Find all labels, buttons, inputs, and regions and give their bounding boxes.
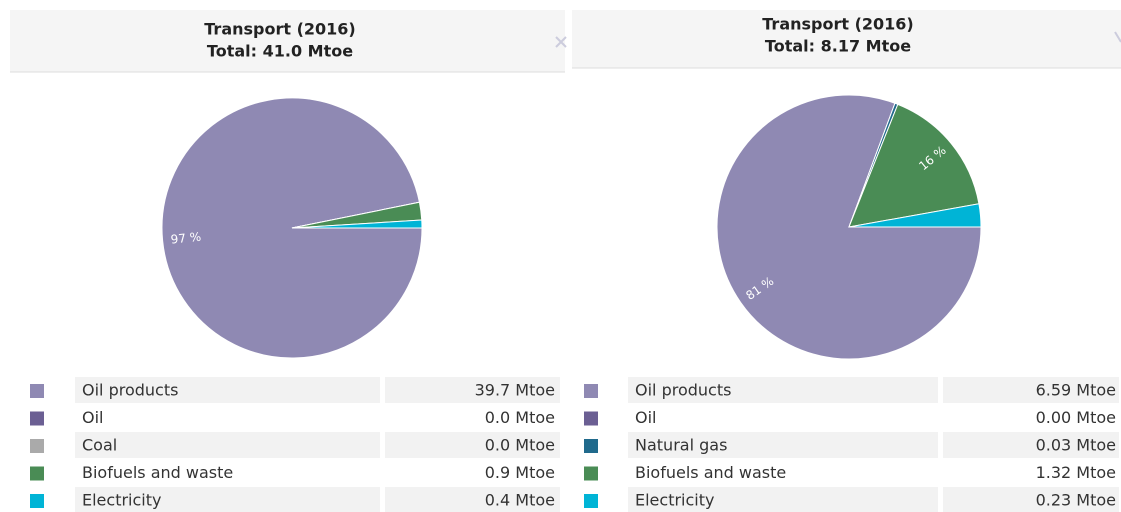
close-icon[interactable]	[555, 36, 567, 48]
legend-swatch	[584, 411, 598, 426]
pie-slice	[291, 219, 423, 229]
legend-value: 0.4 Mtoe	[485, 491, 555, 510]
pie-slice	[848, 203, 982, 228]
legend-value: 0.03 Mtoe	[1036, 436, 1116, 455]
legend-cell-bg	[385, 377, 560, 403]
close-icon[interactable]	[1114, 31, 1121, 43]
legend-value: 1.32 Mtoe	[1036, 463, 1116, 482]
legend-cell-bg	[628, 487, 938, 512]
legend-cell-bg	[943, 487, 1119, 512]
legend-label: Electricity	[82, 491, 161, 510]
legend-cell-bg	[385, 487, 560, 512]
legend-cell-bg	[628, 432, 938, 458]
chart-title: Transport (2016)	[762, 15, 913, 34]
legend-value: 0.23 Mtoe	[1036, 491, 1116, 510]
legend-value: 6.59 Mtoe	[1036, 381, 1116, 400]
pie-label: 97 %	[170, 230, 202, 247]
legend-value: 0.0 Mtoe	[485, 408, 555, 427]
legend-cell-bg	[628, 377, 938, 403]
legend-cell-bg	[943, 377, 1119, 403]
legend-value: 0.00 Mtoe	[1036, 408, 1116, 427]
legend-label: Oil products	[635, 381, 731, 400]
chart-title: Transport (2016)	[204, 20, 355, 39]
legend-swatch	[30, 384, 44, 398]
legend-label: Oil	[635, 408, 656, 427]
pie-slice	[716, 94, 982, 360]
legend-cell-bg	[385, 432, 560, 458]
legend-swatch	[584, 494, 598, 508]
legend-label: Biofuels and waste	[82, 463, 233, 482]
chart-subtitle: Total: 8.17 Mtoe	[765, 37, 911, 56]
legend-value: 0.0 Mtoe	[485, 436, 555, 455]
legend-swatch	[30, 466, 44, 481]
header-bg	[10, 10, 565, 72]
legend-swatch	[584, 384, 598, 398]
legend-value: 0.9 Mtoe	[485, 463, 555, 482]
legend-label: Electricity	[635, 491, 714, 510]
legend-swatch	[584, 466, 598, 481]
legend-swatch	[30, 494, 44, 508]
legend-cell-bg	[943, 432, 1119, 458]
legend-label: Oil products	[82, 381, 178, 400]
legend-cell-bg	[75, 377, 380, 403]
legend-cell-bg	[75, 432, 380, 458]
legend-value: 39.7 Mtoe	[475, 381, 555, 400]
legend-label: Oil	[82, 408, 103, 427]
legend-cell-bg	[75, 487, 380, 512]
pie-slice	[848, 103, 980, 228]
legend-swatch	[30, 411, 44, 426]
legend-label: Biofuels and waste	[635, 463, 786, 482]
legend-label: Natural gas	[635, 436, 727, 455]
header-bg	[572, 10, 1121, 68]
legend-label: Coal	[82, 436, 117, 455]
chart-subtitle: Total: 41.0 Mtoe	[207, 42, 353, 61]
legend-swatch	[30, 439, 44, 453]
legend-swatch	[584, 439, 598, 453]
